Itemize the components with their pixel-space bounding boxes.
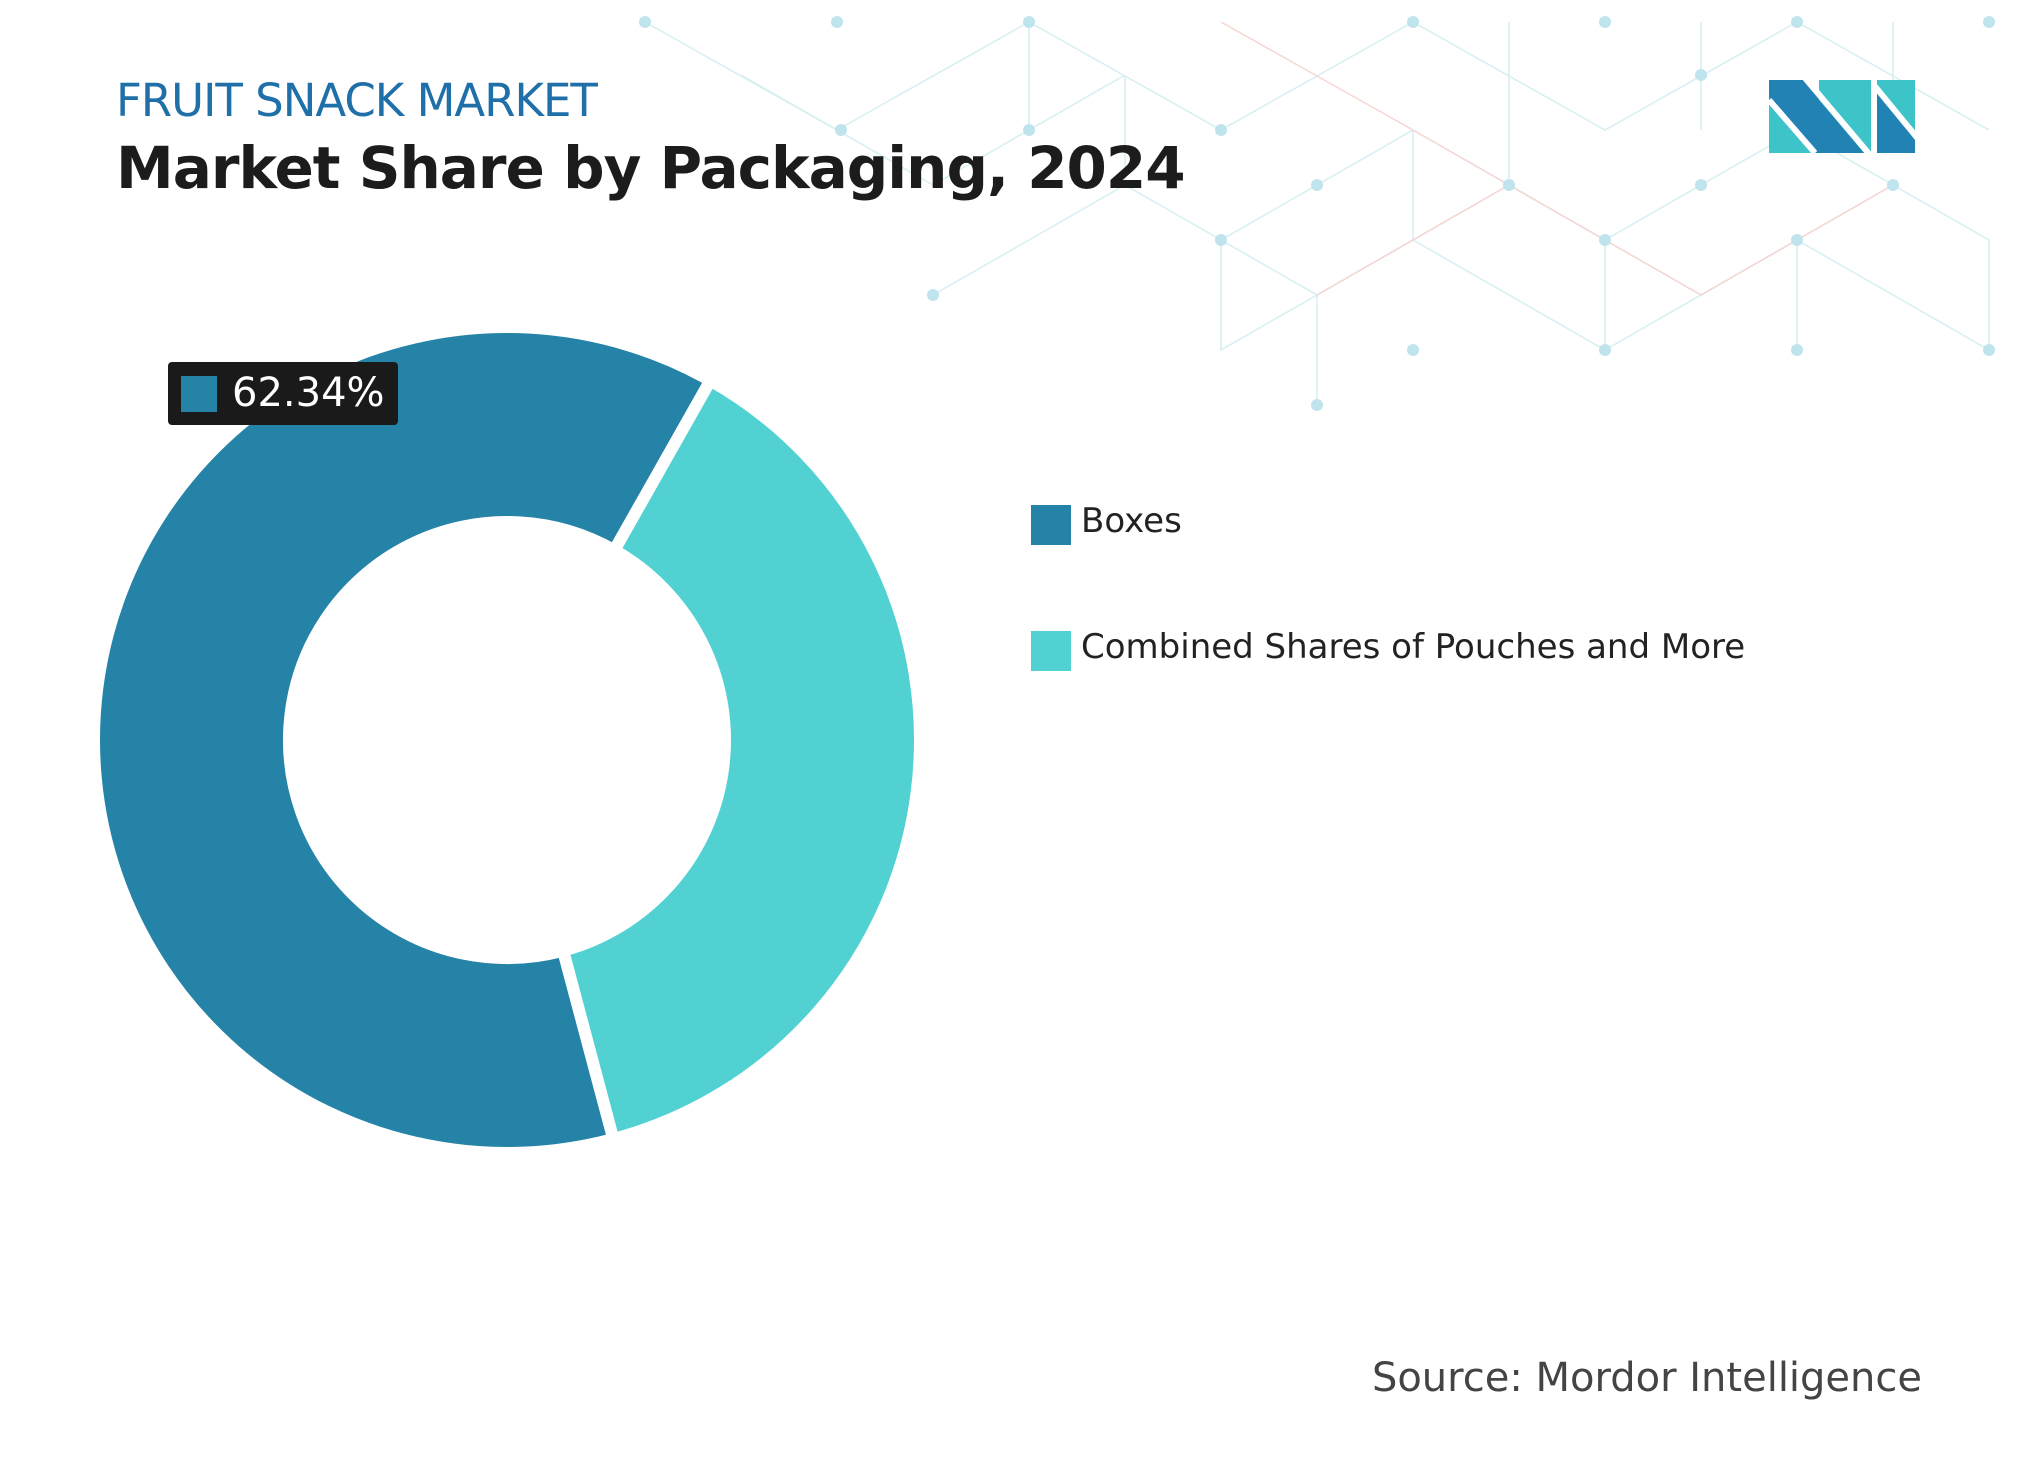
legend-swatch-pouches bbox=[1031, 631, 1071, 671]
data-label-text: 62.34% bbox=[232, 370, 385, 416]
mordor-intelligence-logo bbox=[1769, 80, 1915, 153]
chart-subtitle: FRUIT SNACK MARKET bbox=[116, 74, 598, 127]
donut-slice-boxes bbox=[88, 321, 719, 1159]
chart-title: Market Share by Packaging, 2024 bbox=[116, 134, 1186, 202]
legend-label: Boxes bbox=[1081, 501, 1182, 541]
legend-label: Combined Shares of Pouches and More bbox=[1081, 627, 1746, 667]
data-label-swatch bbox=[181, 376, 217, 412]
donut-chart bbox=[88, 321, 926, 1159]
donut-slice-pouches bbox=[555, 372, 926, 1147]
data-label-boxes: 62.34% bbox=[168, 362, 398, 425]
hexagon-background-pattern bbox=[639, 16, 1995, 411]
legend-swatch-boxes bbox=[1031, 505, 1071, 545]
source-note: Source: Mordor Intelligence bbox=[1371, 1355, 1922, 1401]
